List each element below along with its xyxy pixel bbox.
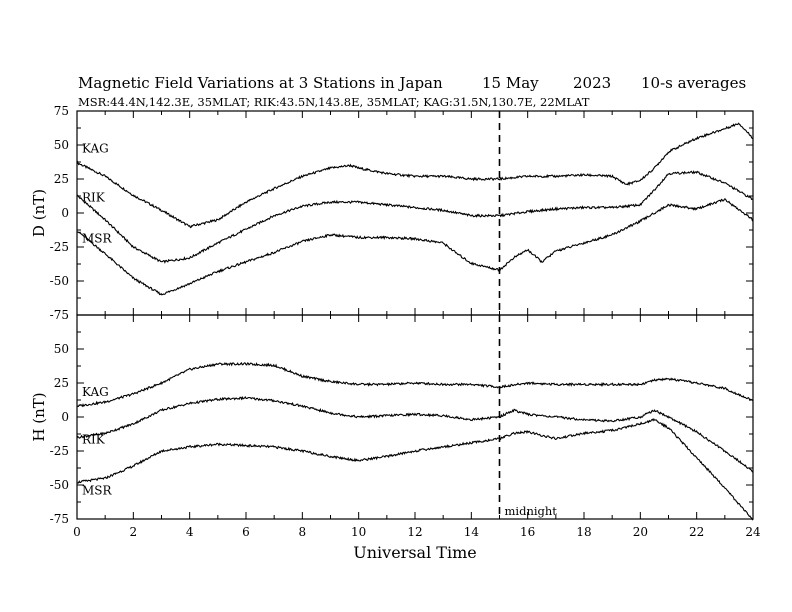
series-label-kag: KAG — [82, 385, 109, 399]
series-line-kag — [76, 122, 754, 229]
y-tick-label: 0 — [61, 410, 69, 424]
y-tick-label: -25 — [50, 240, 69, 254]
x-tick-label: 2 — [130, 525, 138, 539]
x-tick-label: 4 — [186, 525, 194, 539]
y-tick-label: 25 — [54, 376, 69, 390]
x-tick-label: 18 — [576, 525, 591, 539]
date-label: 15 May — [482, 74, 539, 92]
series-label-rik: RIK — [82, 190, 106, 204]
series-line-msr — [76, 198, 754, 296]
bottom-y-axis-label: H (nT) — [30, 392, 48, 441]
series-line-kag — [76, 361, 754, 408]
series-line-msr — [76, 417, 754, 521]
x-tick-label: 0 — [73, 525, 81, 539]
bottom-panel-frame — [76, 314, 754, 520]
x-tick-label: 10 — [351, 525, 366, 539]
y-tick-label: -25 — [50, 444, 69, 458]
y-tick-label: 0 — [61, 206, 69, 220]
series-label-rik: RIK — [82, 432, 106, 446]
year-label: 2023 — [573, 74, 611, 92]
figure-title: Magnetic Field Variations at 3 Stations … — [78, 74, 443, 92]
y-tick-label: 75 — [54, 104, 69, 118]
series-label-msr: MSR — [82, 232, 113, 246]
y-tick-label: -75 — [50, 512, 69, 526]
y-tick-label: -50 — [50, 274, 69, 288]
series-line-rik — [76, 170, 754, 264]
stations-line: MSR:44.4N,142.3E, 35MLAT; RIK:43.5N,143.… — [78, 95, 590, 109]
y-tick-label: 50 — [54, 138, 69, 152]
x-tick-label: 6 — [242, 525, 250, 539]
x-tick-label: 22 — [689, 525, 704, 539]
y-tick-label: -75 — [50, 308, 69, 322]
x-axis-label: Universal Time — [353, 543, 476, 562]
x-tick-label: 12 — [407, 525, 422, 539]
series-label-msr: MSR — [82, 483, 113, 497]
chart-marks: 75 50 25 0 -25 -50 -75 KAG RIK MSR midnight 50 25 0 -2… — [50, 104, 761, 539]
y-tick-label: -50 — [50, 478, 69, 492]
x-tick-label: 16 — [520, 525, 535, 539]
averaging-label: 10-s averages — [641, 74, 746, 92]
top-panel-frame — [76, 110, 754, 316]
y-tick-label: 50 — [54, 342, 69, 356]
x-tick-label: 20 — [633, 525, 648, 539]
series-line-rik — [76, 395, 754, 473]
x-tick-label: 24 — [745, 525, 761, 539]
top-y-axis-label: D (nT) — [30, 189, 48, 237]
y-tick-label: 25 — [54, 172, 69, 186]
x-tick-label: 8 — [299, 525, 307, 539]
x-tick-label: 14 — [464, 525, 480, 539]
series-label-kag: KAG — [82, 142, 109, 156]
midnight-annotation: midnight — [505, 504, 558, 518]
